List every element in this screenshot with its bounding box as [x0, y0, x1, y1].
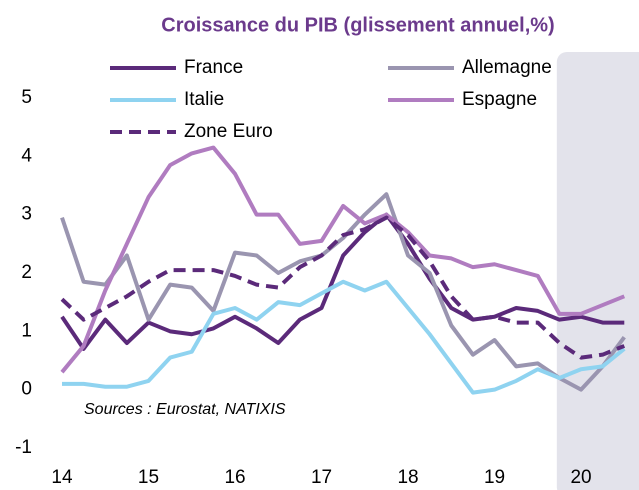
- y-tick-label: 0: [21, 379, 32, 400]
- forecast-band: [556, 52, 639, 490]
- x-tick-label: 17: [311, 467, 332, 488]
- x-tick-label: 16: [224, 467, 245, 488]
- legend-label: France: [184, 57, 243, 78]
- chart-title: Croissance du PIB (glissement annuel,%): [161, 14, 554, 36]
- series-line: [60, 192, 626, 392]
- x-tick-label: 18: [397, 467, 418, 488]
- series-line: [60, 212, 625, 351]
- series-line: [60, 215, 626, 360]
- y-tick-label: 3: [21, 204, 32, 225]
- legend-label: Allemagne: [462, 57, 552, 78]
- x-tick-label: 14: [51, 467, 73, 488]
- annotation: Sources : Eurostat, NATIXIS: [84, 401, 286, 418]
- x-tick-label: 19: [484, 467, 505, 488]
- x-tick-label: 15: [138, 467, 159, 488]
- legend-label: Espagne: [462, 89, 537, 110]
- x-tick-label: 20: [570, 467, 591, 488]
- shaded-region: [556, 52, 639, 490]
- legend-label: Italie: [184, 89, 224, 110]
- series-line: [62, 279, 626, 395]
- legend-label: Zone Euro: [184, 121, 273, 142]
- y-tick-label: 1: [21, 320, 32, 341]
- series-line: [60, 145, 626, 374]
- y-tick-label: -1: [15, 437, 32, 458]
- y-tick-label: 5: [21, 87, 32, 108]
- y-tick-label: 4: [21, 145, 32, 166]
- y-tick-label: 2: [21, 262, 32, 283]
